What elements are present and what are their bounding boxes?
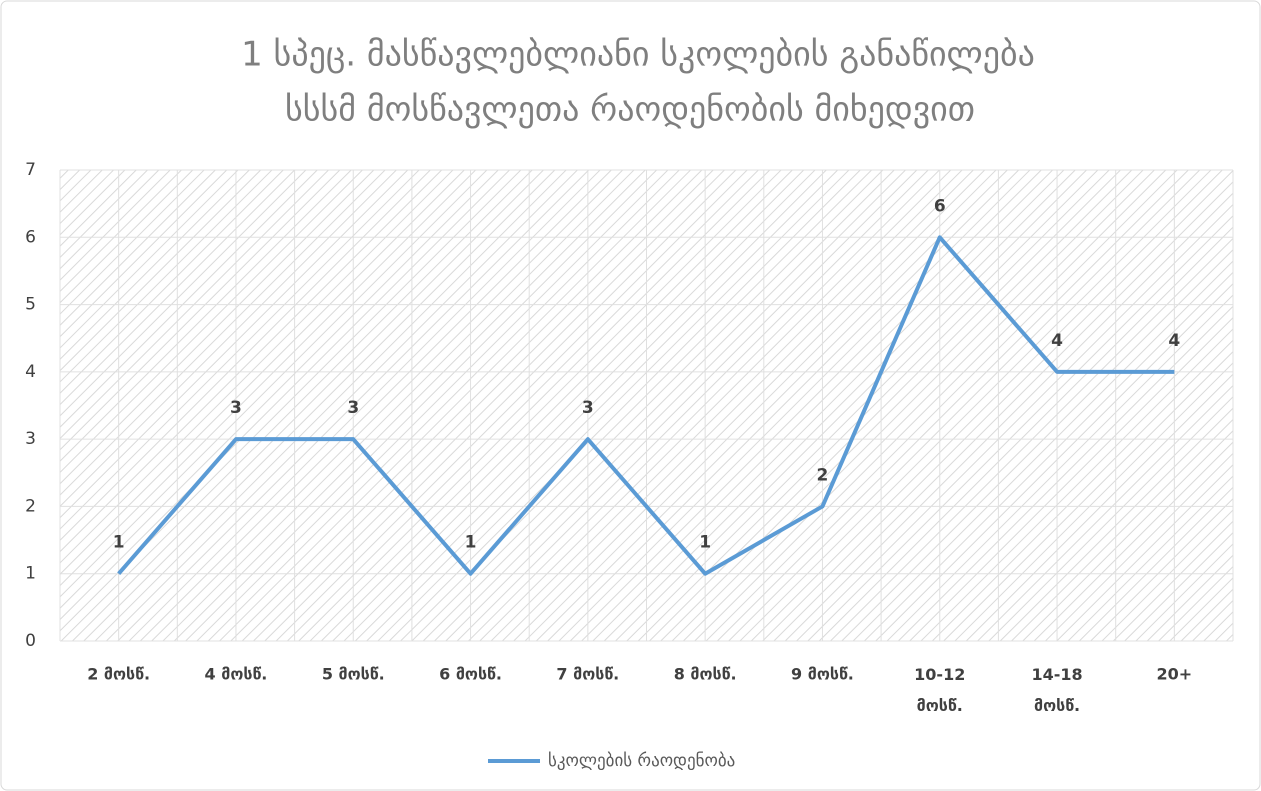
y-tick-label: 6 (25, 227, 36, 247)
chart-title: სსსმ მოსწავლეთა რაოდენობის მიხედვით (285, 90, 975, 130)
data-label: 3 (230, 398, 242, 418)
x-tick-label: 8 მოსწ. (674, 665, 737, 684)
x-tick-label: 4 მოსწ. (205, 665, 268, 684)
data-label: 1 (465, 533, 477, 553)
chart-title: 1 სპეც. მასწავლებლიანი სკოლების განაწილე… (241, 35, 1035, 75)
y-tick-label: 3 (25, 429, 36, 449)
data-label: 3 (582, 398, 594, 418)
y-tick-label: 4 (25, 362, 36, 382)
data-label: 1 (699, 533, 711, 553)
x-tick-label: 5 მოსწ. (322, 665, 385, 684)
y-tick-label: 2 (25, 496, 36, 516)
data-label: 1 (113, 533, 125, 553)
x-tick-label: 2 მოსწ. (87, 665, 150, 684)
x-tick-label: 7 მოსწ. (556, 665, 619, 684)
y-tick-label: 7 (25, 160, 36, 180)
data-label: 3 (347, 398, 359, 418)
data-label: 4 (1051, 331, 1063, 351)
x-tick-label: 14-18 მოსწ. (1031, 665, 1082, 715)
legend-label: სკოლების რაოდენობა (548, 751, 735, 771)
x-tick-label: 9 მოსწ. (791, 665, 854, 684)
data-line (117, 235, 1175, 576)
y-tick-label: 1 (25, 564, 36, 584)
data-label: 2 (817, 465, 829, 485)
data-label: 4 (1168, 331, 1180, 351)
x-tick-label: 20+ (1157, 665, 1193, 684)
data-label: 6 (934, 196, 946, 216)
y-tick-label: 5 (25, 295, 36, 315)
y-tick-label: 0 (25, 631, 36, 651)
x-tick-label: 6 მოსწ. (439, 665, 502, 684)
x-tick-label: 10-12 მოსწ. (914, 665, 965, 715)
